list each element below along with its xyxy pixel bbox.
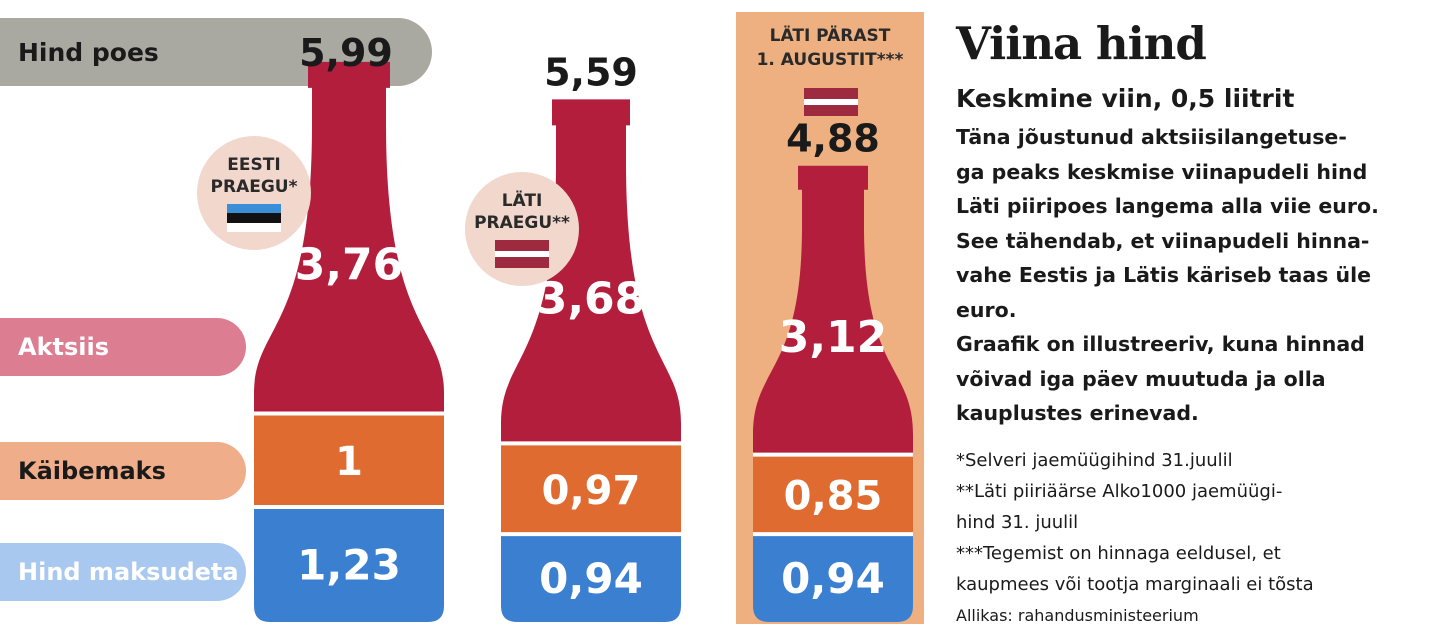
net-price-value-label: 1,23 (297, 540, 401, 589)
badge-estonia-line2: PRAEGU* (210, 177, 298, 197)
article-title: Viina hind (956, 17, 1207, 70)
vat-value-label: 0,97 (542, 468, 641, 514)
article-body: Täna jõustunud aktsiisilangetuse- ga pea… (956, 120, 1426, 431)
excise-value-label: 3,68 (537, 273, 646, 324)
body-line: Täna jõustunud aktsiisilangetuse- (956, 125, 1347, 149)
total-price-label: 4,88 (786, 117, 880, 161)
net-price-segment (254, 506, 444, 623)
footnotes: *Selveri jaemüügihind 31.juulil **Läti p… (956, 445, 1426, 600)
net-price-segment (501, 534, 681, 622)
net-price-row-label: Hind maksudeta (0, 543, 246, 601)
badge-estonia-now: EESTI PRAEGU* (197, 136, 311, 250)
badge-latvia-now: LÄTI PRAEGU** (465, 172, 579, 286)
body-line: ga peaks keskmise viinapudeli hind (956, 159, 1368, 184)
excise-value-label: 3,76 (295, 240, 404, 291)
footnote-line: hind 31. juulil (956, 511, 1079, 533)
estonia-flag-icon (227, 204, 281, 232)
vodka-price-chart: 3,76 1 1,23 5,99 3,68 0,97 0,94 5,59 3,12 0,85 0,9… (254, 31, 913, 623)
latvia-flag-icon (495, 240, 549, 268)
footnote-line: *Selveri jaemüügihind 31.juulil (956, 449, 1233, 471)
net-price-segment (753, 534, 913, 622)
vat-value-label: 1 (335, 439, 363, 485)
excise-segment (753, 165, 913, 455)
vat-row-label: Käibemaks (0, 442, 246, 500)
footnote-line: ***Tegemist on hinnaga eeldusel, et (956, 542, 1281, 564)
badge-estonia-line1: EESTI (227, 155, 281, 175)
badge-latvia-line2: PRAEGU** (474, 213, 570, 233)
total-price-label: 5,99 (299, 31, 393, 75)
latvia-future-caption-line2: 1. AUGUSTIT*** (756, 50, 904, 70)
excise-value-label: 3,12 (779, 312, 888, 363)
footnote-line: kaupmees või tootja marginaali ei tõsta (956, 573, 1314, 595)
footnote-line: **Läti piiriäärse Alko1000 jaemüügi- (956, 480, 1283, 502)
body-line: euro. (956, 297, 1017, 322)
source-note: Allikas: rahandusministeerium (956, 605, 1199, 625)
article-panel: Viina hind Keskmine viin, 0,5 liitrit Tä… (956, 16, 1426, 627)
body-line: vahe Eestis ja Lätis kärisеb taas üle (956, 263, 1372, 287)
vat-segment (501, 443, 681, 535)
net-price-value-label: 0,94 (539, 554, 643, 603)
vat-segment (254, 413, 444, 507)
badge-latvia-line1: LÄTI (501, 191, 543, 211)
body-line: võivad iga päev muutuda ja olla (956, 366, 1326, 391)
body-line: Graafik on illustreeriv, kuna hinnad (956, 332, 1365, 356)
price-row-band: Hind poes (0, 18, 432, 86)
body-line: See tähendab, et viinapudeli hinna- (956, 228, 1370, 253)
body-line: kauplustes erinevad. (956, 401, 1199, 425)
net-price-value-label: 0,94 (781, 554, 885, 603)
latvia-flag-icon (804, 88, 858, 116)
article-subtitle: Keskmine viin, 0,5 liitrit (956, 84, 1295, 113)
excise-row-label: Aktsiis (0, 318, 246, 376)
latvia-future-caption-line1: LÄTI PÄRAST (769, 26, 891, 46)
vat-value-label: 0,85 (784, 473, 883, 519)
latvia-future-caption: LÄTI PÄRAST 1. AUGUSTIT*** (736, 24, 924, 72)
vat-segment (753, 454, 913, 535)
total-price-label: 5,59 (544, 50, 638, 94)
price-row-label: Hind poes (18, 37, 159, 67)
body-line: Läti piiripoes langema alla viie euro. (956, 194, 1379, 218)
